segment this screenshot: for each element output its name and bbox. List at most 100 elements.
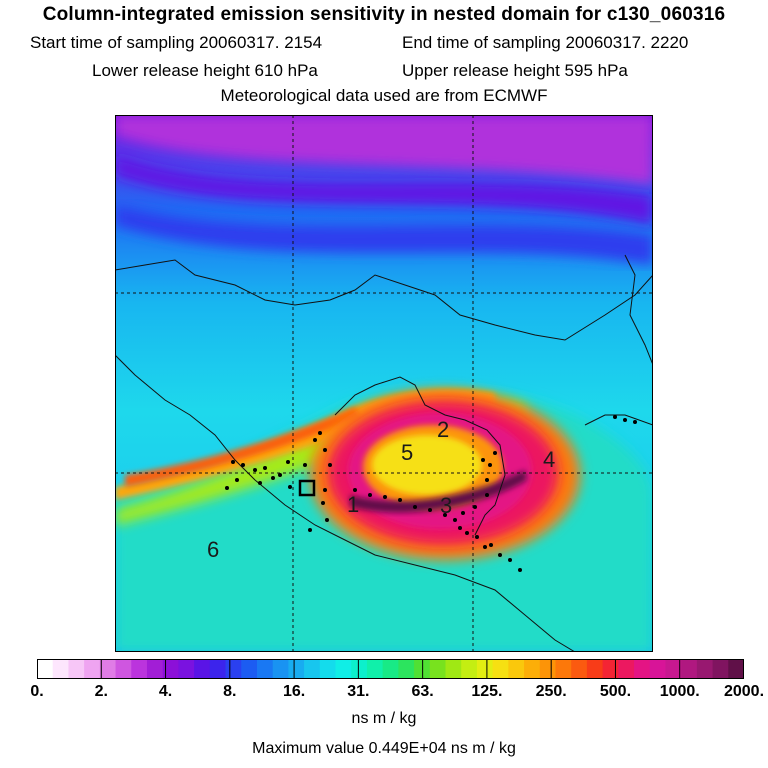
colorbar-swatch xyxy=(351,659,368,679)
colorbar-swatch xyxy=(115,659,132,679)
source-dot xyxy=(461,511,465,515)
colorbar-swatch xyxy=(241,659,258,679)
colorbar-swatch xyxy=(382,659,399,679)
source-dot xyxy=(308,528,312,532)
colorbar-swatch xyxy=(665,659,682,679)
marker-6: 6 xyxy=(207,537,219,562)
source-dot xyxy=(498,553,502,557)
colorbar-swatch xyxy=(131,659,148,679)
source-dot xyxy=(258,481,262,485)
colorbar-swatch xyxy=(366,659,384,679)
source-dot xyxy=(443,513,447,517)
source-dot xyxy=(253,468,257,472)
source-dot xyxy=(489,543,493,547)
source-dot xyxy=(428,508,432,512)
met-data-label: Meteorological data used are from ECMWF xyxy=(220,86,548,105)
colorbar-swatch xyxy=(461,659,478,679)
source-dot xyxy=(353,488,357,492)
colorbar-swatch xyxy=(162,659,179,679)
marker-2: 2 xyxy=(437,417,449,442)
source-dot xyxy=(508,558,512,562)
source-dot xyxy=(323,448,327,452)
colorbar-swatch xyxy=(476,659,494,679)
colorbar-swatch xyxy=(335,659,352,679)
colorbar-tick-label: 250. xyxy=(535,683,567,700)
marker-4: 4 xyxy=(543,447,555,472)
colorbar-swatch xyxy=(272,659,289,679)
colorbar-tick-label: 16. xyxy=(282,683,306,700)
colorbar-swatch xyxy=(68,659,85,679)
source-dot xyxy=(368,493,372,497)
source-dot xyxy=(235,478,239,482)
source-dot xyxy=(518,568,522,572)
source-dot xyxy=(321,501,325,505)
plot-title: Column-integrated emission sensitivity i… xyxy=(42,4,726,25)
source-dot xyxy=(633,420,637,424)
colorbar-tick-label: 0. xyxy=(30,683,44,700)
colorbar-swatch xyxy=(696,659,714,679)
colorbar-swatch xyxy=(728,659,744,679)
colorbar-units: ns m / kg xyxy=(351,710,417,727)
source-points xyxy=(225,415,637,572)
colorbar-swatch xyxy=(398,659,415,679)
lower-release-label: Lower release height 610 hPa xyxy=(92,61,318,80)
colorbar-swatch xyxy=(492,659,509,679)
colorbar-swatch xyxy=(99,659,117,679)
source-dot xyxy=(488,463,492,467)
release-box-icon xyxy=(298,479,316,497)
sensitivity-map: 1 2 3 4 5 6 xyxy=(115,115,653,652)
source-dot xyxy=(241,463,245,467)
colorbar-swatch xyxy=(256,659,274,679)
source-dot xyxy=(278,473,282,477)
source-dot xyxy=(328,463,332,467)
source-dot xyxy=(225,486,229,490)
colorbar-tick-label: 1000. xyxy=(659,683,700,700)
colorbar-swatch xyxy=(618,659,635,679)
colorbar xyxy=(37,659,744,679)
colorbar-tick-label: 500. xyxy=(599,683,632,700)
source-dot xyxy=(271,476,275,480)
colorbar-swatch xyxy=(508,659,525,679)
colorbar-swatch xyxy=(209,659,227,679)
colorbar-tick-label: 8. xyxy=(223,683,237,700)
source-dot xyxy=(483,545,487,549)
source-dot xyxy=(288,485,292,489)
source-dot xyxy=(303,463,307,467)
source-dot xyxy=(231,460,235,464)
upper-release-label: Upper release height 595 hPa xyxy=(402,61,628,80)
colorbar-tick-label: 4. xyxy=(158,683,173,700)
source-dot xyxy=(458,526,462,530)
end-time-label: End time of sampling 20060317. 2220 xyxy=(402,33,689,52)
colorbar-swatch xyxy=(586,659,604,679)
source-dot xyxy=(485,493,489,497)
colorbar-swatch xyxy=(571,659,588,679)
colorbar-swatch xyxy=(288,659,305,679)
source-dot xyxy=(263,466,267,470)
source-dot xyxy=(323,488,327,492)
colorbar-swatch xyxy=(194,659,211,679)
colorbar-swatch xyxy=(429,659,447,679)
colorbar-swatch xyxy=(602,659,619,679)
colorbar-swatch xyxy=(178,659,195,679)
source-dot xyxy=(398,498,402,502)
colorbar-swatch xyxy=(634,659,651,679)
colorbar-swatch xyxy=(524,659,541,679)
colorbar-tick-label: 63. xyxy=(411,683,434,700)
colorbar-swatch xyxy=(304,659,321,679)
source-dot xyxy=(475,535,479,539)
source-dot xyxy=(473,505,477,509)
colorbar-swatch xyxy=(712,659,729,679)
colorbar-tick-label: 2. xyxy=(94,683,108,700)
marker-5: 5 xyxy=(401,440,413,465)
colorbar-swatch xyxy=(445,659,462,679)
colorbar-swatch xyxy=(225,659,242,679)
colorbar-tick-label: 31. xyxy=(347,683,370,700)
colorbar-swatch xyxy=(84,659,101,679)
source-dot xyxy=(453,518,457,522)
source-dot xyxy=(318,431,322,435)
source-dot xyxy=(613,415,617,419)
source-dot xyxy=(485,478,489,482)
source-dot xyxy=(493,451,497,455)
colorbar-swatch xyxy=(37,659,54,679)
source-dot xyxy=(325,518,329,522)
